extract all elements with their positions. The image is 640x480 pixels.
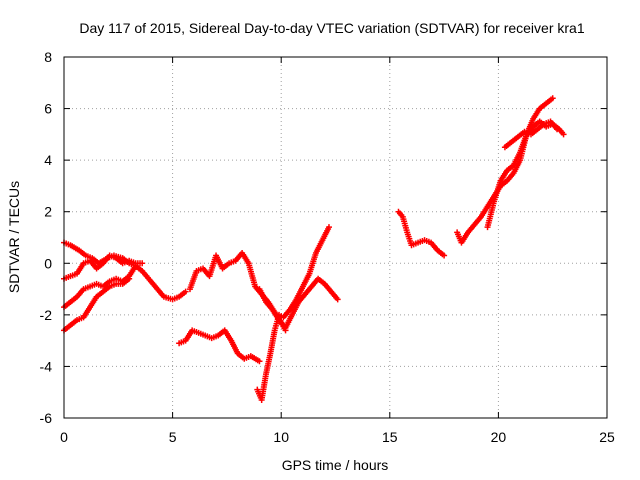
data-point (182, 288, 189, 295)
data-point (441, 252, 448, 259)
x-tick-label: 15 (382, 429, 398, 445)
data-point (334, 296, 341, 303)
x-tick-label: 25 (599, 429, 615, 445)
y-tick-label: 8 (44, 49, 52, 65)
x-tick-label: 20 (491, 429, 507, 445)
plot-frame (63, 56, 608, 419)
y-tick-label: 0 (44, 255, 52, 271)
y-tick-label: -6 (40, 410, 53, 426)
y-tick-label: -2 (40, 307, 53, 323)
y-tick-label: 6 (44, 101, 52, 117)
data-point (549, 95, 556, 102)
data-point (132, 262, 139, 269)
y-tick-label: -4 (40, 358, 53, 374)
data-points (61, 95, 567, 403)
data-point (126, 275, 133, 282)
data-point (256, 358, 263, 365)
chart-title: Day 117 of 2015, Sidereal Day-to-day VTE… (79, 20, 584, 36)
y-tick-label: 2 (44, 204, 52, 220)
x-tick-label: 5 (169, 429, 177, 445)
data-point (325, 224, 332, 231)
data-point (139, 260, 146, 267)
x-tick-label: 0 (60, 429, 68, 445)
y-tick-label: 4 (44, 152, 52, 168)
x-axis-title: GPS time / hours (282, 457, 389, 473)
y-axis-ticks: -6 -4 -2 0 2 4 6 8 (40, 49, 607, 426)
data-point (554, 126, 561, 133)
y-axis-title: SDTVAR / TECUs (6, 181, 22, 293)
data-point (560, 131, 567, 138)
x-tick-label: 10 (273, 429, 289, 445)
x-axis-ticks: 0 5 10 15 20 25 (60, 57, 615, 445)
